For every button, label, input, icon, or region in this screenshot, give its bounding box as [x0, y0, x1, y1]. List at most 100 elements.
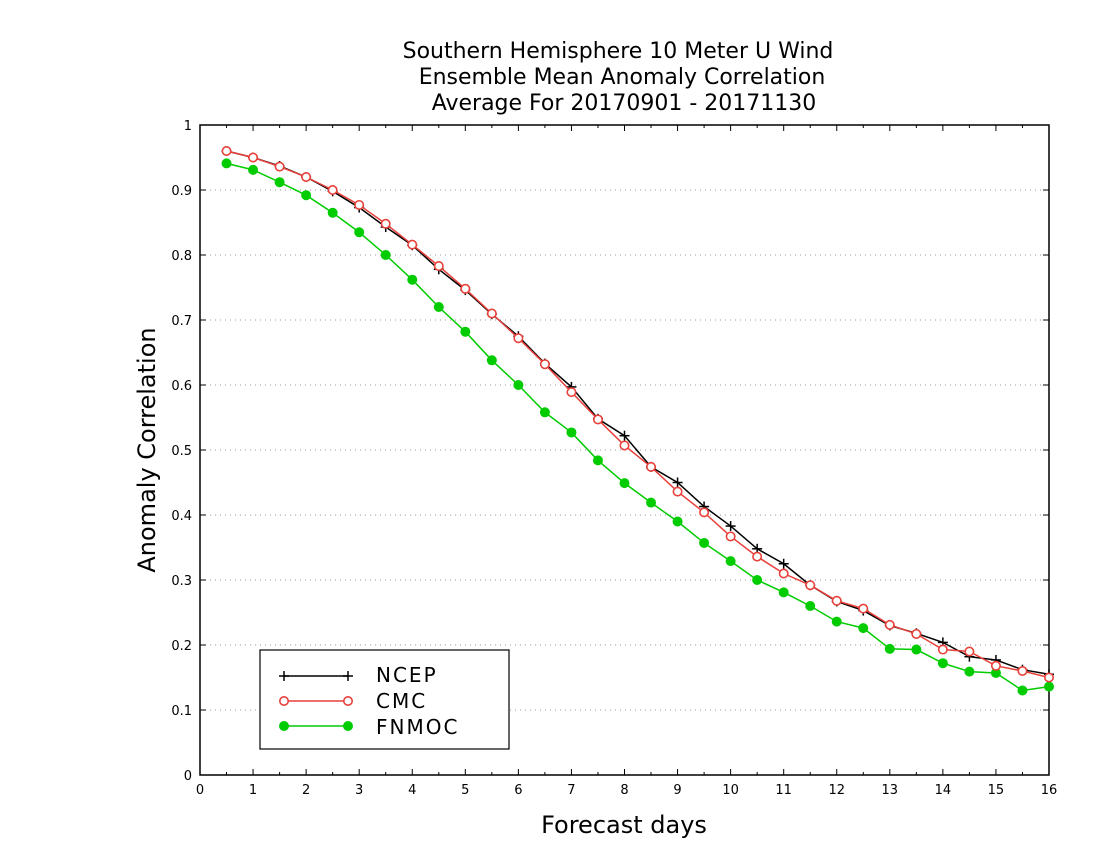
- data-point-fnmoc: [752, 575, 763, 585]
- data-point-cmc: [274, 161, 285, 172]
- y-tick-label: 0.6: [171, 379, 192, 394]
- y-tick-label: 0: [184, 769, 192, 784]
- x-tick-label: 14: [935, 783, 952, 798]
- chart-title: Southern Hemisphere 10 Meter U Wind Ense…: [403, 39, 834, 116]
- data-point-fnmoc: [831, 616, 842, 627]
- data-point-fnmoc: [592, 455, 603, 466]
- data-point-cmc: [911, 628, 922, 639]
- y-tick-label: 1: [184, 119, 192, 134]
- data-point-cmc: [752, 551, 763, 562]
- data-point-cmc: [248, 152, 259, 163]
- data-point-cmc: [1044, 672, 1055, 683]
- data-point-fnmoc: [327, 207, 338, 218]
- y-tick-label: 0.7: [171, 314, 192, 329]
- data-point-cmc: [354, 199, 365, 210]
- data-point-cmc: [805, 580, 816, 591]
- legend: NCEP CMC FNMOC: [259, 649, 510, 750]
- legend-marker: [343, 671, 353, 681]
- legend-marker: [279, 671, 289, 681]
- data-point-fnmoc: [725, 556, 736, 567]
- legend-item-cmc: [278, 695, 353, 706]
- series-cmc: [221, 146, 1055, 683]
- data-point-ncep: [725, 521, 736, 532]
- data-point-cmc: [1017, 665, 1028, 676]
- data-point-cmc: [937, 644, 948, 655]
- data-point-fnmoc: [1044, 681, 1054, 692]
- data-point-cmc: [884, 619, 895, 630]
- data-point-cmc: [646, 461, 657, 472]
- x-tick-label: 1: [249, 783, 257, 798]
- data-point-cmc: [407, 239, 418, 250]
- data-point-ncep: [778, 558, 789, 569]
- title-line-2: Ensemble Mean Anomaly Correlation: [419, 65, 826, 90]
- x-tick-label: 9: [673, 783, 681, 798]
- data-point-cmc: [380, 218, 391, 229]
- legend-marker: [278, 695, 289, 706]
- data-point-fnmoc: [380, 250, 391, 260]
- x-tick-label: 15: [988, 783, 1005, 798]
- data-point-cmc: [778, 568, 789, 579]
- y-tick-label: 0.3: [171, 574, 192, 589]
- title-line-1: Southern Hemisphere 10 Meter U Wind: [403, 39, 834, 64]
- y-tick-label: 0.8: [171, 249, 192, 264]
- data-point-cmc: [699, 507, 710, 518]
- series-ncep: [221, 146, 1054, 680]
- y-tick-label: 0.4: [171, 509, 192, 524]
- y-axis-label: Anomaly Correlation: [133, 327, 161, 572]
- x-tick-label: 7: [567, 783, 575, 798]
- data-point-cmc: [592, 414, 603, 425]
- legend-label-fnmoc: FNMOC: [376, 715, 459, 739]
- x-tick-label: 5: [461, 783, 469, 798]
- data-point-fnmoc: [566, 427, 577, 438]
- data-point-fnmoc: [301, 190, 312, 201]
- data-point-cmc: [566, 387, 577, 398]
- x-axis: 0 1 2 3 4 5 6 7 8 9 10 11 12 13 14 15 16: [196, 125, 1057, 798]
- x-tick-label: 0: [196, 783, 204, 798]
- legend-item-ncep: [279, 671, 353, 681]
- data-point-fnmoc: [911, 644, 922, 655]
- data-point-cmc: [539, 359, 550, 370]
- data-point-cmc: [221, 146, 232, 157]
- data-point-fnmoc: [460, 326, 471, 337]
- data-point-fnmoc: [274, 177, 285, 188]
- x-tick-label: 3: [355, 783, 363, 798]
- x-tick-label: 10: [722, 783, 739, 798]
- data-point-fnmoc: [539, 407, 550, 418]
- x-tick-label: 13: [882, 783, 899, 798]
- x-tick-label: 12: [828, 783, 845, 798]
- data-point-cmc: [831, 595, 842, 606]
- data-point-fnmoc: [513, 380, 524, 390]
- legend-item-fnmoc: [279, 721, 353, 731]
- data-point-fnmoc: [433, 302, 444, 312]
- y-tick-label: 0.2: [171, 639, 192, 654]
- data-point-fnmoc: [486, 355, 497, 366]
- x-axis-label: Forecast days: [541, 811, 707, 839]
- data-point-fnmoc: [884, 643, 895, 654]
- series-line-fnmoc: [226, 162, 1050, 692]
- data-point-cmc: [725, 531, 736, 542]
- data-point-cmc: [301, 172, 312, 183]
- data-point-fnmoc: [805, 601, 816, 611]
- data-point-fnmoc: [937, 658, 948, 669]
- x-tick-label: 16: [1041, 783, 1058, 798]
- data-point-cmc: [327, 185, 338, 196]
- legend-marker: [342, 695, 353, 706]
- x-tick-label: 8: [620, 783, 628, 798]
- data-point-fnmoc: [964, 666, 975, 677]
- data-point-cmc: [858, 603, 869, 614]
- data-point-cmc: [460, 283, 471, 294]
- data-point-fnmoc: [646, 497, 657, 508]
- series-line-ncep: [226, 150, 1050, 675]
- data-point-ncep: [672, 477, 683, 488]
- data-point-fnmoc: [407, 274, 418, 285]
- data-point-fnmoc: [699, 537, 710, 548]
- y-axis: 0 0.1 0.2 0.3 0.4 0.5 0.6 0.7 0.8 0.9 1: [171, 119, 1049, 784]
- series-layer: [221, 146, 1055, 696]
- legend-box: [259, 649, 510, 750]
- x-tick-label: 6: [514, 783, 522, 798]
- data-point-cmc: [513, 333, 524, 344]
- data-point-cmc: [486, 308, 497, 319]
- legend-marker: [279, 721, 289, 731]
- y-tick-label: 0.1: [171, 704, 192, 719]
